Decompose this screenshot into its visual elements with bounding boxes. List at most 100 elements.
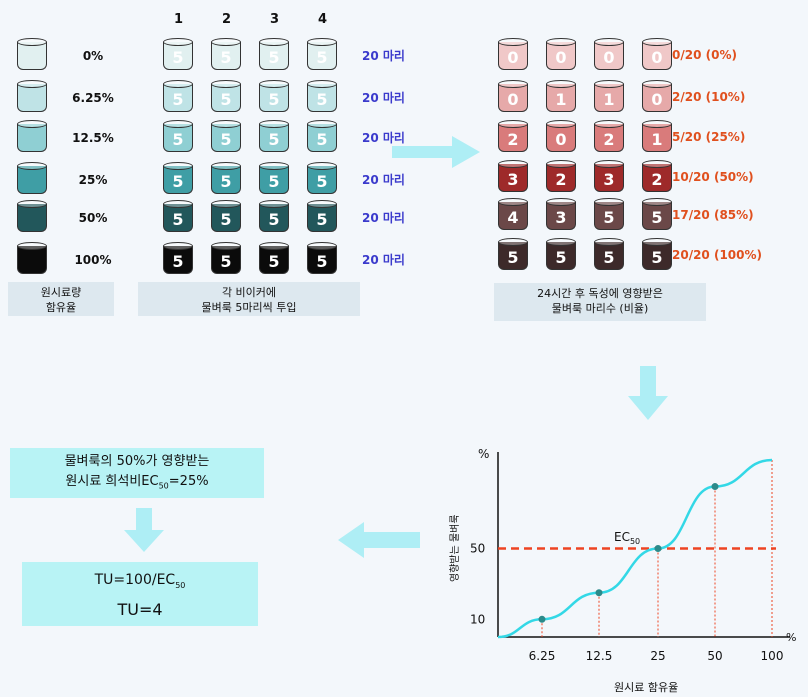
beaker-number: 5 [268, 252, 280, 271]
arrow-left [338, 522, 420, 558]
beaker-body [546, 84, 576, 112]
beaker-body [642, 124, 672, 152]
beaker-rim [211, 38, 241, 46]
label-line: 물벼룩 마리수 (비율) [551, 302, 649, 315]
beaker-rim [163, 80, 193, 88]
conclusion-box: 물벼룩의 50%가 영향받는 원시료 희석비EC50=25% [10, 448, 264, 498]
result-label: 17/20 (85%) [672, 208, 754, 222]
beaker-rim [163, 120, 193, 128]
arrow-right [392, 136, 480, 168]
beaker-number: 5 [172, 252, 184, 271]
test-beaker: 5 [307, 242, 337, 276]
column-number: 3 [270, 12, 280, 27]
beaker-rim [259, 38, 289, 46]
test-beaker: 5 [307, 162, 337, 196]
reference-beaker [17, 120, 47, 154]
beaker-body [498, 42, 528, 70]
test-beaker: 5 [259, 38, 289, 72]
beaker-rim [546, 198, 576, 206]
beaker-rim [642, 120, 672, 128]
beaker-body [498, 164, 528, 192]
beaker-number: 5 [172, 130, 184, 149]
beaker-rim [546, 238, 576, 246]
beaker-rim [546, 120, 576, 128]
data-point [711, 483, 719, 491]
beaker-number: 0 [651, 48, 663, 67]
beaker-body [17, 42, 47, 70]
beaker-body [498, 84, 528, 112]
beaker-number: 5 [172, 172, 184, 191]
result-beaker: 0 [642, 80, 672, 114]
beaker-rim [163, 242, 193, 250]
beaker-rim [642, 198, 672, 206]
test-beaker: 5 [211, 38, 241, 72]
beaker-number: 0 [651, 90, 663, 109]
beaker-number: 1 [651, 130, 663, 149]
ec50-annotation-main: EC [614, 530, 630, 544]
beaker-number: 5 [316, 90, 328, 109]
beaker-rim [17, 80, 47, 88]
beaker-rim [259, 120, 289, 128]
beaker-number: 5 [507, 248, 519, 267]
label-line: 함유율 [45, 301, 77, 314]
test-beaker: 5 [211, 120, 241, 154]
beaker-rim [594, 80, 624, 88]
test-beaker: 5 [211, 242, 241, 276]
test-beaker: 5 [211, 80, 241, 114]
beaker-body [163, 204, 193, 232]
beaker-body [498, 242, 528, 270]
beaker-body [211, 204, 241, 232]
beaker-number: 0 [507, 90, 519, 109]
beaker-rim [594, 120, 624, 128]
tu-formula: TU=100/EC50 [22, 568, 258, 598]
label-line: 24시간 후 독성에 영향받은 [537, 287, 663, 300]
result-beaker: 5 [642, 198, 672, 232]
beaker-body [307, 124, 337, 152]
test-beaker: 5 [307, 80, 337, 114]
beaker-body [642, 242, 672, 270]
tu-box: TU=100/EC50 TU=4 [22, 562, 258, 626]
x-tick-label: 6.25 [529, 649, 556, 663]
beaker-rim [307, 80, 337, 88]
column-number: 1 [174, 12, 184, 27]
result-beaker: 5 [594, 238, 624, 272]
beaker-number: 5 [316, 210, 328, 229]
beaker-rim [17, 38, 47, 46]
beaker-body [546, 242, 576, 270]
beaker-rim [546, 80, 576, 88]
result-beaker: 5 [546, 238, 576, 272]
beaker-rim [594, 160, 624, 168]
beaker-number: 5 [268, 90, 280, 109]
conclusion-sub: 50 [158, 481, 169, 491]
test-beaker: 5 [259, 120, 289, 154]
test-beaker: 5 [259, 80, 289, 114]
beaker-rim [642, 80, 672, 88]
beaker-number: 5 [603, 248, 615, 267]
beaker-number: 5 [316, 252, 328, 271]
beaker-number: 5 [220, 90, 232, 109]
beaker-rim [211, 242, 241, 250]
beaker-rim [307, 200, 337, 208]
result-beaker: 0 [498, 38, 528, 72]
beaker-body [307, 246, 337, 274]
beaker-rim [259, 162, 289, 170]
beaker-body [546, 164, 576, 192]
test-beaker: 5 [307, 38, 337, 72]
y-tick-label: 10 [470, 612, 485, 626]
beaker-number: 5 [316, 48, 328, 67]
result-beaker: 2 [498, 120, 528, 154]
beaker-number: 5 [172, 210, 184, 229]
beaker-body [546, 124, 576, 152]
reference-beaker [17, 38, 47, 72]
arrow-down-right [628, 366, 668, 420]
result-beaker: 2 [546, 160, 576, 194]
beaker-body [594, 42, 624, 70]
conclusion-prefix: 원시료 희석비EC [65, 474, 159, 489]
beaker-rim [307, 162, 337, 170]
ec50-annotation: EC50 [614, 530, 640, 546]
beaker-rim [307, 242, 337, 250]
x-unit-label: % [786, 631, 796, 644]
column-number: 2 [222, 12, 232, 27]
tu-formula-prefix: TU=100/EC [94, 572, 176, 588]
